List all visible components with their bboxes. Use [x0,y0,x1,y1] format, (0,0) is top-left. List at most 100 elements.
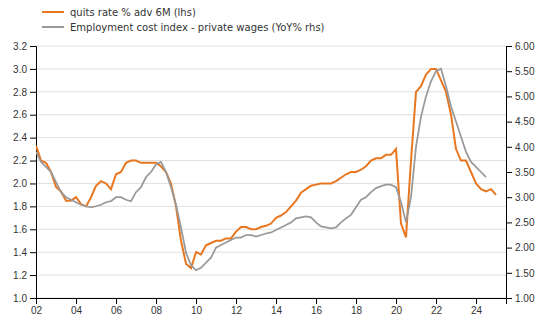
tick-label: 5.00 [515,91,535,102]
tick-mark [30,92,36,93]
tick-label: 20 [391,305,403,316]
tick-label: 10 [191,305,203,316]
tick: 5.00 [506,91,535,102]
tick-mark [30,183,36,184]
grid [36,46,506,298]
tick-label: 2.6 [13,109,27,120]
tick-mark [506,248,512,249]
tick-mark [506,96,512,97]
tick-label: 22 [431,305,443,316]
tick: 22 [431,298,443,316]
grid-line [36,160,506,161]
tick-label: 4.00 [515,142,535,153]
tick-mark [396,298,397,304]
tick: 4.00 [506,142,535,153]
tick-mark [236,298,237,304]
tick-label: 1.6 [13,224,27,235]
tick-label: 5.50 [515,66,535,77]
legend-item: Employment cost index - private wages (Y… [42,22,325,33]
tick: 2.2 [13,155,36,166]
tick-label: 6.00 [515,41,535,52]
tick-label: 1.8 [13,201,27,212]
tick: 14 [271,298,283,316]
tick: 1.6 [13,224,36,235]
tick: 1.8 [13,201,36,212]
tick-mark [506,122,512,123]
tick-mark [316,298,317,304]
legend: quits rate % adv 6M (lhs) Employment cost… [42,7,325,33]
tick-mark [436,298,437,304]
tick-mark [30,252,36,253]
grid-line [36,206,506,207]
tick-mark [30,46,36,47]
tick: 1.0 [13,293,36,304]
grid-line [36,46,506,47]
tick: 16 [311,298,323,316]
tick-mark [506,273,512,274]
grid-line [36,252,506,253]
series-line [36,69,496,268]
tick-label: 3.2 [13,41,27,52]
tick-label: 1.0 [13,293,27,304]
tick-label: 2.4 [13,132,27,143]
tick: 2.4 [13,132,36,143]
tick-label: 14 [271,305,283,316]
tick-mark [506,71,512,72]
tick-label: 16 [311,305,323,316]
tick: 08 [151,298,163,316]
tick-label: 12 [231,305,243,316]
legend-item: quits rate % adv 6M (lhs) [42,7,196,18]
tick: 2.0 [13,178,36,189]
tick-label: 2.8 [13,87,27,98]
tick: 6.00 [506,41,535,52]
tick-label: 3.50 [515,167,535,178]
tick-label: 2.0 [13,178,27,189]
tick: 5.50 [506,66,535,77]
tick-mark [76,298,77,304]
tick: 1.4 [13,247,36,258]
tick-label: 1.4 [13,247,27,258]
tick-mark [116,298,117,304]
axis-line [507,47,513,299]
tick-label: 3.00 [515,192,535,203]
tick: 10 [191,298,203,316]
tick-mark [30,275,36,276]
tick: 3.00 [506,192,535,203]
tick-mark [30,138,36,139]
grid-line [36,275,506,276]
tick-mark [30,115,36,116]
tick: 12 [231,298,243,316]
grid-line [36,114,506,115]
tick-mark [196,298,197,304]
grid-line [36,91,506,92]
tick-mark [276,298,277,304]
axis-line [30,47,37,299]
tick: 2.8 [13,87,36,98]
tick-mark [506,298,512,299]
x-axis: 02 04 06 08 10 12 14 16 18 20 22 24 [31,298,507,316]
tick-label: 2.50 [515,217,535,228]
tick-label: 1.50 [515,268,535,279]
tick-label: 08 [151,305,163,316]
tick: 24 [471,298,483,316]
tick-mark [506,46,512,47]
tick: 2.00 [506,242,535,253]
tick: 2.6 [13,109,36,120]
grid-line [36,137,506,138]
legend-label: Employment cost index - private wages (Y… [70,22,325,33]
tick: 18 [351,298,363,316]
tick-mark [30,161,36,162]
y-axis: 1.01.21.41.61.82.02.22.42.62.83.03.2 [13,41,36,304]
tick: 3.0 [13,64,36,75]
tick: 02 [31,298,43,316]
legend-label: quits rate % adv 6M (lhs) [70,7,196,18]
tick: 3.2 [13,41,36,52]
tick-mark [506,197,512,198]
tick-label: 04 [71,305,83,316]
chart: 0204060810121416182022241.01.21.41.61.82… [0,0,548,324]
axis-line [37,299,507,305]
tick-mark [30,298,36,299]
tick: 06 [111,298,123,316]
tick-label: 2.00 [515,242,535,253]
tick-mark [30,206,36,207]
